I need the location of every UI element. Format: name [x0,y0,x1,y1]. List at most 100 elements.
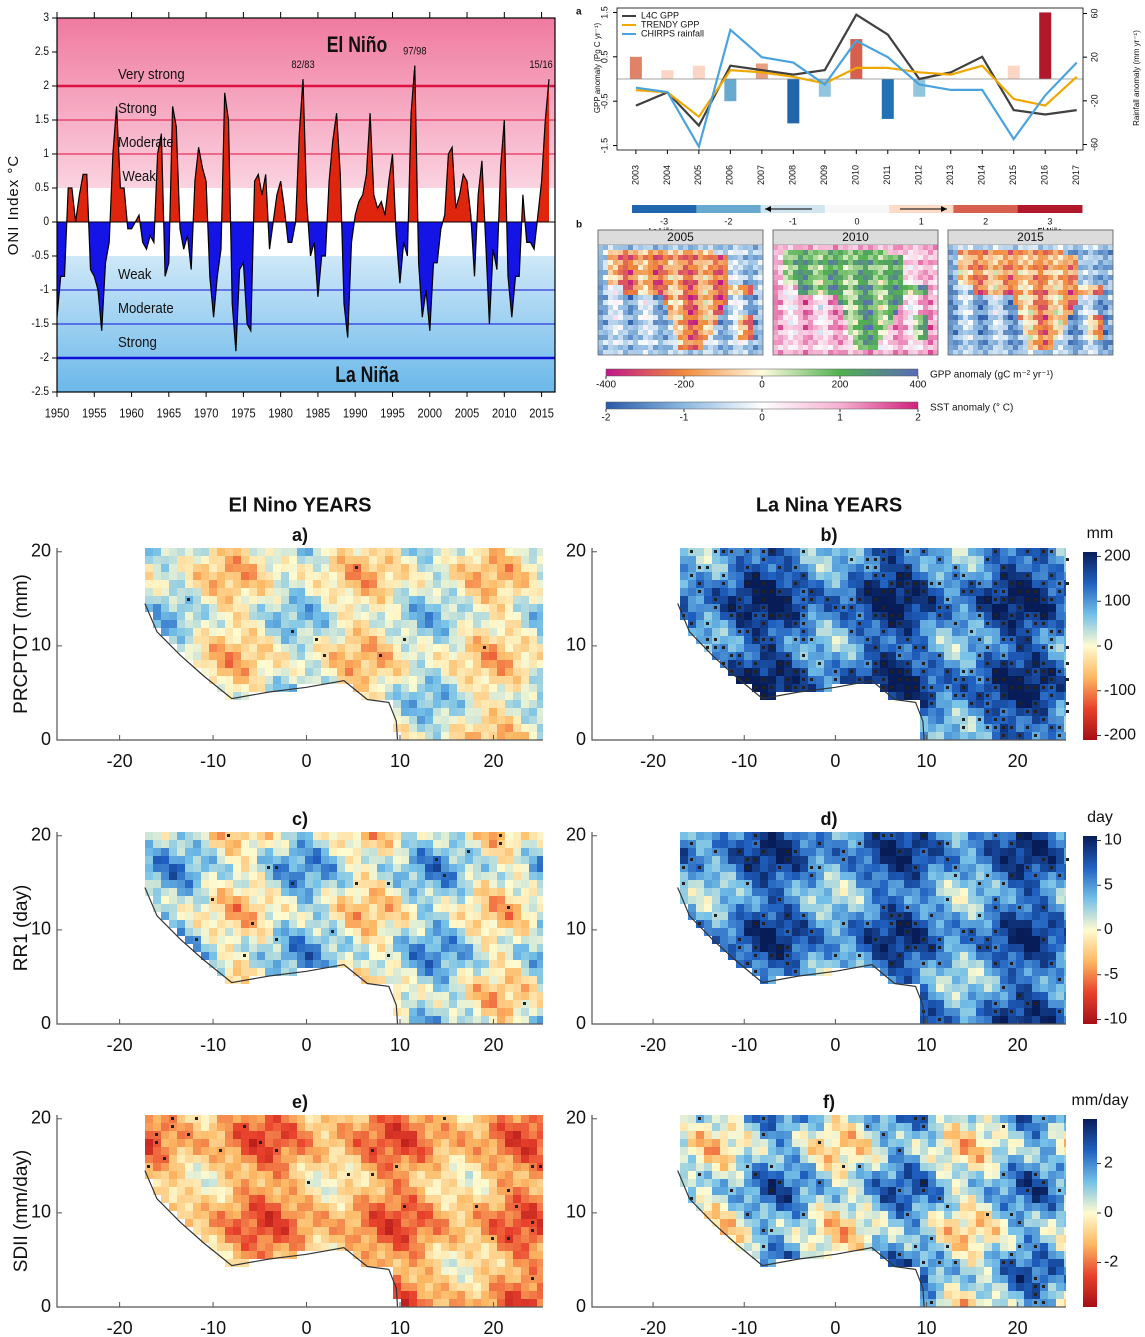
map-cell [673,320,678,325]
map-cell [1064,636,1066,644]
map-cell [993,285,998,290]
map-cell [1083,325,1088,330]
map-cell [663,340,668,345]
map-cell [933,340,938,345]
map-cell [723,245,728,250]
map-cell [1008,255,1013,260]
map-cell [441,628,449,636]
map-cell [1093,295,1098,300]
map-cell [824,564,832,572]
map-cell [1058,340,1063,345]
map-cell [201,856,209,864]
map-cell [161,840,169,848]
map-cell [613,275,618,280]
map-cell [928,290,933,295]
map-cell [818,330,823,335]
map-cell [409,716,417,724]
map-cell [803,345,808,350]
map-cell [803,290,808,295]
map-cell [863,295,868,300]
map-cell [233,644,241,652]
map-cell [703,320,708,325]
map-cell [720,564,728,572]
stipple [770,646,773,649]
map-cell [281,684,289,692]
map-cell [613,300,618,305]
map-cell [773,275,778,280]
map-cell [703,250,708,255]
map-cell [1093,315,1098,320]
map-cell [628,245,633,250]
stipple [1002,726,1005,729]
map-cell [788,335,793,340]
map-cell [733,280,738,285]
map-cell [449,572,457,580]
stipple [762,582,765,585]
stipple [922,590,925,593]
map-cell [973,255,978,260]
map-cell [783,305,788,310]
map-cell [409,732,417,740]
map-cell [903,280,908,285]
map-cell [618,250,623,255]
map-cell [1093,290,1098,295]
map-cell [441,644,449,652]
map-cell [708,295,713,300]
map-cell [808,644,816,652]
map-cell [1098,275,1103,280]
map-cell [385,580,393,588]
map-cell [1018,270,1023,275]
map-cell [521,548,529,556]
map-cell [823,245,828,250]
map-cell [998,350,1003,355]
map-cell [633,310,638,315]
map-cell [521,580,529,588]
map-cell [793,325,798,330]
map-cell [928,280,933,285]
map-cell [648,250,653,255]
map-cell [793,245,798,250]
map-cell [1073,320,1078,325]
map-cell [903,315,908,320]
map-cell [473,684,481,692]
map-cell [433,652,441,660]
map-cell [1032,604,1040,612]
map-cell [743,250,748,255]
stipple [730,550,733,553]
map-cell [241,872,249,880]
map-cell [824,668,832,676]
map-cell [417,716,425,724]
map-cell [497,724,505,732]
map-cell [1078,260,1083,265]
map-cell [728,265,733,270]
stipple [858,598,861,601]
map-cell [633,345,638,350]
map-cell [473,620,481,628]
map-cell [1008,676,1016,684]
map-cell [628,250,633,255]
map-cell [1063,245,1068,250]
map-cell [425,644,433,652]
map-cell [928,345,933,350]
map-cell [783,275,788,280]
map-cell [643,350,648,355]
map-cell [953,270,958,275]
map-cell [828,330,833,335]
colorbar-segment [632,205,697,213]
map-cell [313,548,321,556]
map-cell [816,556,824,564]
map-cell [873,295,878,300]
map-cell [1008,350,1013,355]
stipple [1002,694,1005,697]
y-tick-label: 20 [566,541,586,561]
stipple [762,678,765,681]
series-line [635,27,1078,150]
map-cell [489,548,497,556]
map-cell [241,928,249,936]
map-cell [521,636,529,644]
map-cell [738,260,743,265]
map-cell [417,620,425,628]
map-cell [1023,270,1028,275]
map-cell [153,556,161,564]
y-axis-label: GPP anomaly (Pg C yr⁻¹) [593,23,602,114]
